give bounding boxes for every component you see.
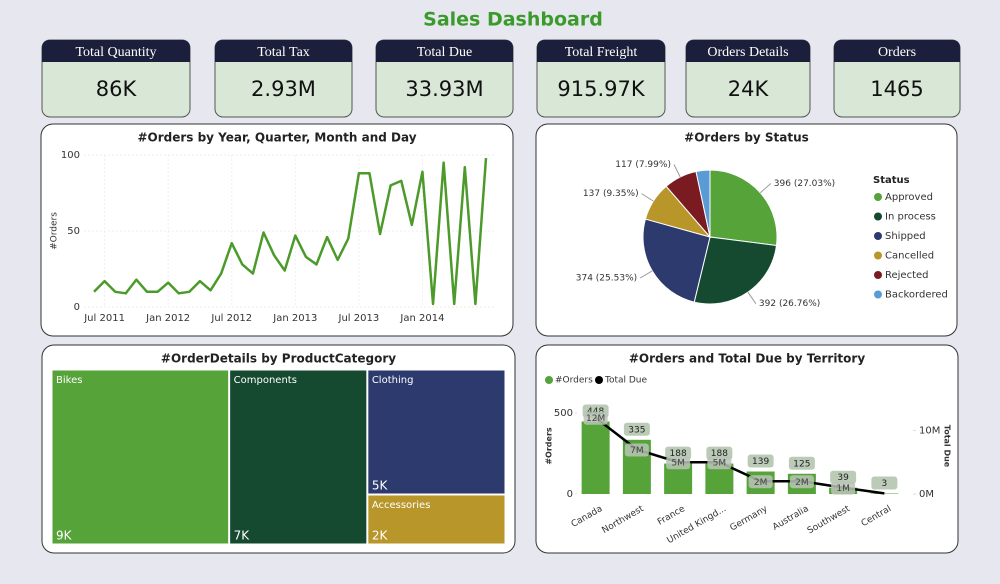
y2-tick-label: 0M [919,489,934,500]
treemap-tile [230,370,367,544]
card-value: 33.93M [405,77,483,101]
y-tick-label: 500 [554,408,573,419]
x-tick-label: Jul 2012 [210,313,252,324]
data-label: 139 [752,457,769,467]
x-tick-label: Jan 2012 [145,313,190,324]
chart-title: #Orders and Total Due by Territory [629,352,865,366]
y-tick-label: 50 [67,226,80,237]
data-label: 117 (7.99%) [615,160,671,170]
legend-label: In process [885,212,936,223]
data-label: 7M [630,446,644,456]
card-label: Total Freight [565,45,638,60]
card-value: 2.93M [251,77,316,101]
tile-label: Accessories [372,500,431,511]
card-value: 24K [728,77,770,101]
data-label: 2M [754,478,768,488]
y-tick-label: 0 [74,302,80,313]
legend-label: Cancelled [885,251,934,262]
x-tick-label: Jan 2014 [399,313,444,324]
card-value: 1465 [870,77,923,101]
card-label: Total Quantity [75,45,156,60]
legend-title: Status [873,175,910,186]
legend-label: #Orders [555,376,593,386]
legend-label: Rejected [885,270,929,281]
tile-value: 9K [56,529,73,543]
data-label: 1M [836,484,850,494]
legend-label: Shipped [885,231,926,242]
treemap-tile [368,370,505,494]
panel [41,124,513,336]
data-label: 335 [628,425,645,435]
legend-marker [874,232,882,240]
card-value: 915.97K [557,77,645,101]
y2-axis-title: Total Due [943,425,952,468]
legend-marker [545,376,553,384]
card-label: Orders [878,45,916,60]
chart-title: #Orders by Status [684,131,809,145]
data-label: 396 (27.03%) [774,179,835,189]
x-tick-label: Jul 2011 [83,313,125,324]
card-label: Total Due [417,45,472,60]
data-label: 374 (25.53%) [576,274,637,284]
treemap-tile [52,370,229,544]
legend-label: Total Due [604,376,648,386]
card-label: Total Tax [257,45,310,60]
dashboard-title: Sales Dashboard [423,9,603,31]
tile-label: Components [234,375,297,386]
legend-marker [874,213,882,221]
tile-value: 7K [234,529,251,543]
legend-marker [874,271,882,279]
chart-title: #OrderDetails by ProductCategory [161,352,396,366]
y-tick-label: 0 [567,489,573,500]
chart-title: #Orders by Year, Quarter, Month and Day [137,131,416,145]
y2-tick-label: 10M [919,425,940,436]
data-label: 3 [882,479,888,489]
data-label: 5M [671,459,685,469]
x-tick-label: Jul 2013 [338,313,380,324]
y-axis-title: #Orders [50,212,60,250]
legend-label: Approved [885,192,933,203]
y-axis-title: #Orders [545,427,554,465]
tile-label: Clothing [372,375,414,386]
data-label: 125 [793,459,810,469]
legend-label: Backordered [885,290,948,301]
x-tick-label: Jan 2013 [272,313,317,324]
data-label: 12M [586,414,605,424]
bar [582,422,610,494]
data-label: 5M [713,459,727,469]
tile-value: 2K [372,529,389,543]
legend-marker [874,252,882,260]
legend-marker [874,193,882,201]
data-label: 392 (26.76%) [759,299,820,309]
tile-label: Bikes [56,375,82,386]
card-value: 86K [96,77,138,101]
legend-marker [874,291,882,299]
data-label: 137 (9.35%) [583,189,639,199]
data-label: 2M [795,478,809,488]
legend-marker [595,376,603,384]
y-tick-label: 100 [61,150,80,161]
card-label: Orders Details [707,45,788,60]
tile-value: 5K [372,479,389,493]
